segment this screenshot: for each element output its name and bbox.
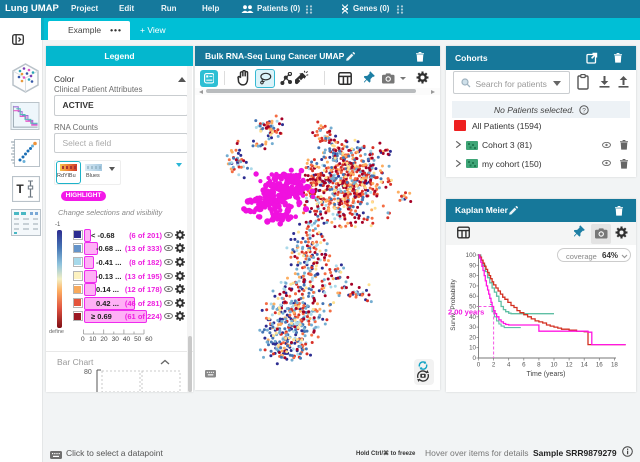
svg-text:60: 60 [469, 293, 476, 300]
svg-text:8: 8 [537, 362, 541, 369]
svg-text:18: 18 [611, 362, 618, 369]
svg-text:50: 50 [469, 304, 476, 311]
svg-text:10: 10 [551, 362, 558, 369]
svg-text:100: 100 [466, 252, 477, 259]
svg-text:4: 4 [507, 362, 511, 369]
svg-text:2.00 years: 2.00 years [448, 308, 484, 317]
svg-text:20: 20 [469, 334, 476, 341]
svg-text:0: 0 [473, 355, 477, 362]
svg-text:12: 12 [566, 362, 573, 369]
svg-text:?: ? [582, 107, 586, 114]
svg-text:40: 40 [469, 314, 476, 321]
svg-text:T: T [16, 182, 24, 196]
svg-text:90: 90 [469, 262, 476, 269]
svg-text:70: 70 [469, 283, 476, 290]
svg-text:10: 10 [469, 345, 476, 352]
svg-text:16: 16 [596, 362, 603, 369]
svg-text:2: 2 [492, 362, 496, 369]
svg-text:0: 0 [477, 362, 481, 369]
svg-text:80: 80 [469, 273, 476, 280]
svg-text:30: 30 [469, 324, 476, 331]
svg-text:Surviv. Probability: Surviv. Probability [450, 278, 457, 330]
svg-text:6: 6 [522, 362, 526, 369]
svg-text:Time (years): Time (years) [526, 371, 565, 378]
svg-text:14: 14 [581, 362, 588, 369]
